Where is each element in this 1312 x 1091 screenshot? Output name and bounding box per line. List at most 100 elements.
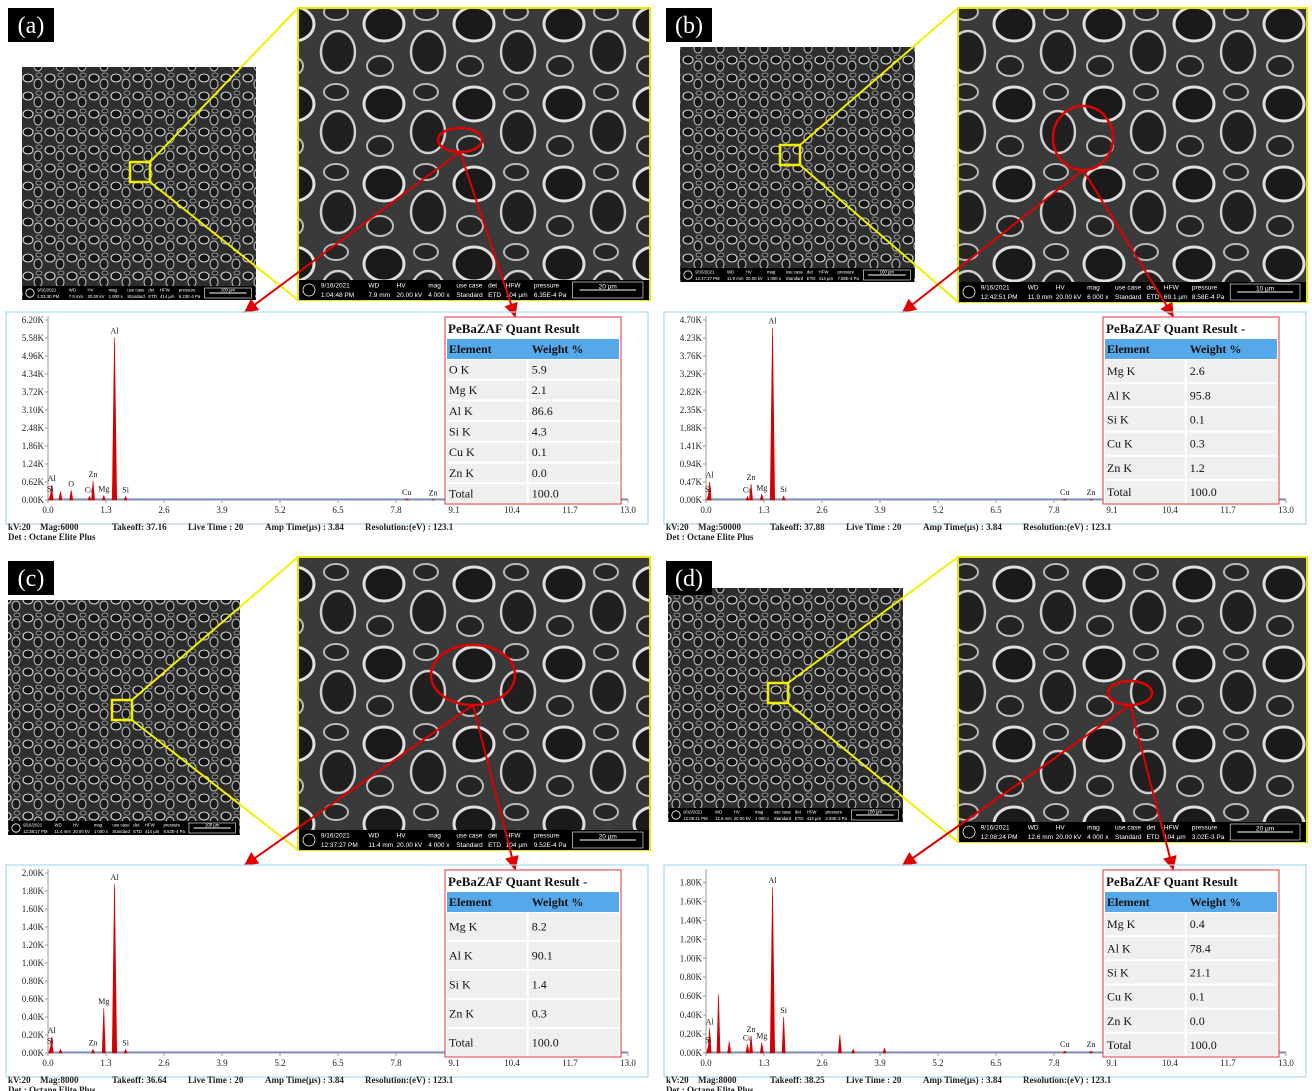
table-cell: Si K [1107, 965, 1129, 979]
table-cell: 100.0 [532, 1036, 559, 1050]
info-header: pressure [163, 822, 180, 827]
info-value: 7.9 mm [69, 294, 84, 299]
x-tick-label: 7.8 [390, 1058, 402, 1068]
table-cell: 8.2 [532, 920, 547, 934]
sem-image-large [298, 557, 650, 850]
footer-text: Live Time : 20 [846, 1075, 902, 1085]
info-value: 20.00 kV [734, 816, 751, 821]
peak-label: Al [48, 474, 57, 483]
info-value: 7.9 mm [368, 292, 390, 299]
y-tick-label: 2.48K [22, 423, 45, 433]
peak-label: Cu [1060, 1040, 1069, 1049]
footer-text: Takeoff: 37.16 [112, 522, 167, 532]
x-tick-label: 6.5 [332, 505, 344, 515]
footer-text: Takeoff: 37.88 [770, 522, 825, 532]
info-value: 4 000 x [428, 842, 450, 849]
info-header: WD [368, 833, 379, 840]
x-tick-label: 3.9 [216, 505, 228, 515]
footer-text: Live Time : 20 [188, 1075, 244, 1085]
x-tick-label: 9.1 [1106, 505, 1117, 515]
info-value: Standard [1115, 834, 1142, 841]
y-tick-label: 4.23K [680, 333, 703, 343]
table-title: PeBaZAF Quant Result [448, 321, 580, 336]
table-cell: 4.3 [532, 425, 547, 439]
x-tick-label: 10.4 [504, 1058, 520, 1068]
info-time: 12:37:27 PM [321, 842, 358, 849]
info-value: 104 µm [1164, 834, 1186, 841]
scale-label: 100 µm [205, 823, 220, 828]
peak-label: Si [780, 1006, 787, 1015]
x-tick-label: 6.5 [990, 505, 1002, 515]
footer-text: Det : Octane Elite Plus [666, 532, 754, 542]
info-header: WD [1028, 825, 1039, 832]
x-tick-label: 5.2 [932, 505, 943, 515]
y-tick-label: 0.94K [680, 459, 703, 469]
x-tick-label: 5.2 [932, 1058, 943, 1068]
table-cell: 21.1 [1190, 965, 1211, 979]
info-value: 6.23E-4 Pa [179, 294, 201, 299]
y-tick-label: 1.60K [680, 896, 703, 906]
info-value: 414 µm [160, 294, 175, 299]
y-tick-label: 1.86K [22, 441, 45, 451]
y-tick-label: 0.00K [680, 495, 703, 505]
info-value: 1 000 x [94, 829, 109, 834]
x-tick-label: 13.0 [620, 505, 636, 515]
y-tick-label: 0.40K [22, 1012, 45, 1022]
x-tick-label: 10.4 [1162, 505, 1178, 515]
info-value: 1 000 x [109, 294, 124, 299]
info-header: WD [368, 283, 379, 290]
y-tick-label: 2.35K [680, 405, 703, 415]
y-tick-label: 0.60K [680, 991, 703, 1001]
y-tick-label: 4.96K [22, 351, 45, 361]
x-tick-label: 10.4 [504, 505, 520, 515]
footer-text: Resolution:(eV) : 123.1 [1023, 522, 1112, 532]
page: {"sem_bar_headers":["WD","HV","mag","use… [0, 0, 1312, 1091]
x-tick-label: 3.9 [874, 505, 886, 515]
footer-text: Mag:8000 [698, 1075, 737, 1085]
y-tick-label: 1.20K [680, 934, 703, 944]
peak-label: Al [768, 317, 777, 326]
x-tick-label: 6.5 [332, 1058, 344, 1068]
info-header: mag [428, 833, 441, 840]
info-value: 1 000 x [767, 276, 782, 281]
info-header: HV [746, 269, 752, 274]
peak-label: Cu [402, 488, 411, 497]
table-header: Weight % [1190, 895, 1242, 909]
info-header: det [488, 283, 497, 290]
info-time: 12:42:51 PM [981, 294, 1018, 301]
sem-image-small [22, 67, 256, 300]
footer-text: kV:20 [666, 1075, 689, 1085]
x-tick-label: 1.3 [100, 505, 112, 515]
scale-label: 20 µm [1256, 826, 1274, 833]
info-header: mag [1087, 825, 1100, 832]
peak-label: Al [706, 1017, 715, 1026]
spectrum-peak [431, 499, 434, 500]
peak-label: Al [110, 873, 119, 882]
y-tick-label: 1.60K [22, 904, 45, 914]
x-tick-label: 13.0 [620, 1058, 636, 1068]
y-tick-label: 0.60K [22, 994, 45, 1004]
sem-image-large [958, 8, 1307, 302]
info-value: 12.6 mm [715, 816, 732, 821]
info-header: pressure [179, 287, 196, 292]
info-value: 7.88E-4 Pa [837, 276, 859, 281]
footer-text: kV:20 [8, 522, 31, 532]
info-value: 414 µm [819, 276, 834, 281]
y-tick-label: 2.00K [22, 868, 45, 878]
info-time: 12:47:27 PM [695, 276, 720, 281]
peak-label: Mg [756, 483, 767, 492]
table-cell: 0.0 [1190, 1014, 1205, 1028]
table-header: Element [1107, 342, 1150, 356]
table-cell: Total [1107, 1038, 1132, 1052]
info-date: 9/16/2021 [321, 833, 350, 840]
peak-label: Si [705, 1035, 712, 1044]
peak-label: Cu [1060, 488, 1069, 497]
table-cell: 0.1 [1190, 990, 1205, 1004]
info-value: ETD [148, 294, 157, 299]
info-value: 4 000 x [428, 292, 450, 299]
x-tick-label: 3.9 [216, 1058, 228, 1068]
table-cell: 5.9 [532, 362, 547, 376]
x-tick-label: 7.8 [390, 505, 402, 515]
peak-label: O [68, 479, 74, 488]
info-value: 11.4 mm [368, 842, 393, 849]
